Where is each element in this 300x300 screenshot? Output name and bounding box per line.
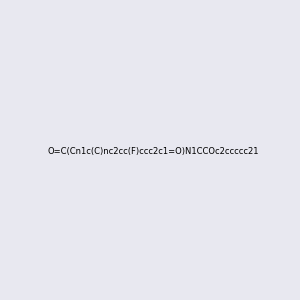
Text: O=C(Cn1c(C)nc2cc(F)ccc2c1=O)N1CCOc2ccccc21: O=C(Cn1c(C)nc2cc(F)ccc2c1=O)N1CCOc2ccccc…: [48, 147, 260, 156]
